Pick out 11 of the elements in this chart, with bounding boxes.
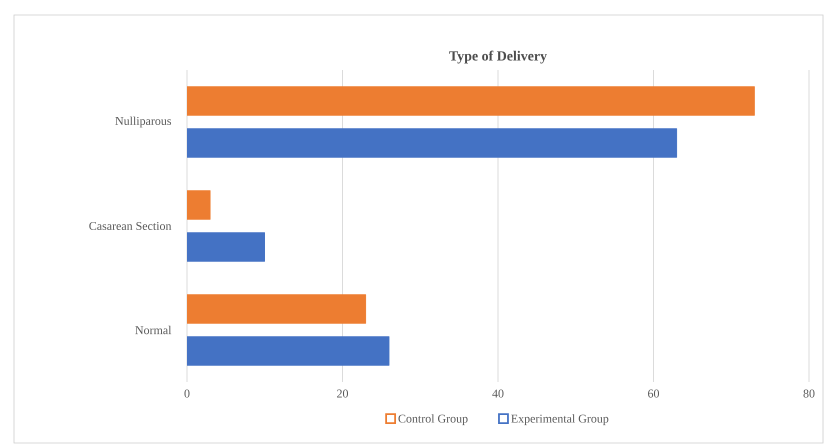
legend-label: Experimental Group [511, 414, 608, 426]
x-tick-label: 40 [492, 390, 504, 398]
x-tick-label: 60 [648, 390, 660, 398]
x-tick-label: 20 [337, 390, 348, 398]
x-tick-label: 0 [184, 390, 190, 398]
x-tick-label: 80 [803, 390, 815, 398]
y-tick-label: Casarean Section [89, 222, 172, 230]
y-tick-label: Nulliparous [115, 116, 172, 128]
legend-label: Control Group [398, 414, 468, 426]
y-tick-label: Normal [135, 326, 172, 334]
chart-title: Type of Delivery [449, 50, 547, 64]
